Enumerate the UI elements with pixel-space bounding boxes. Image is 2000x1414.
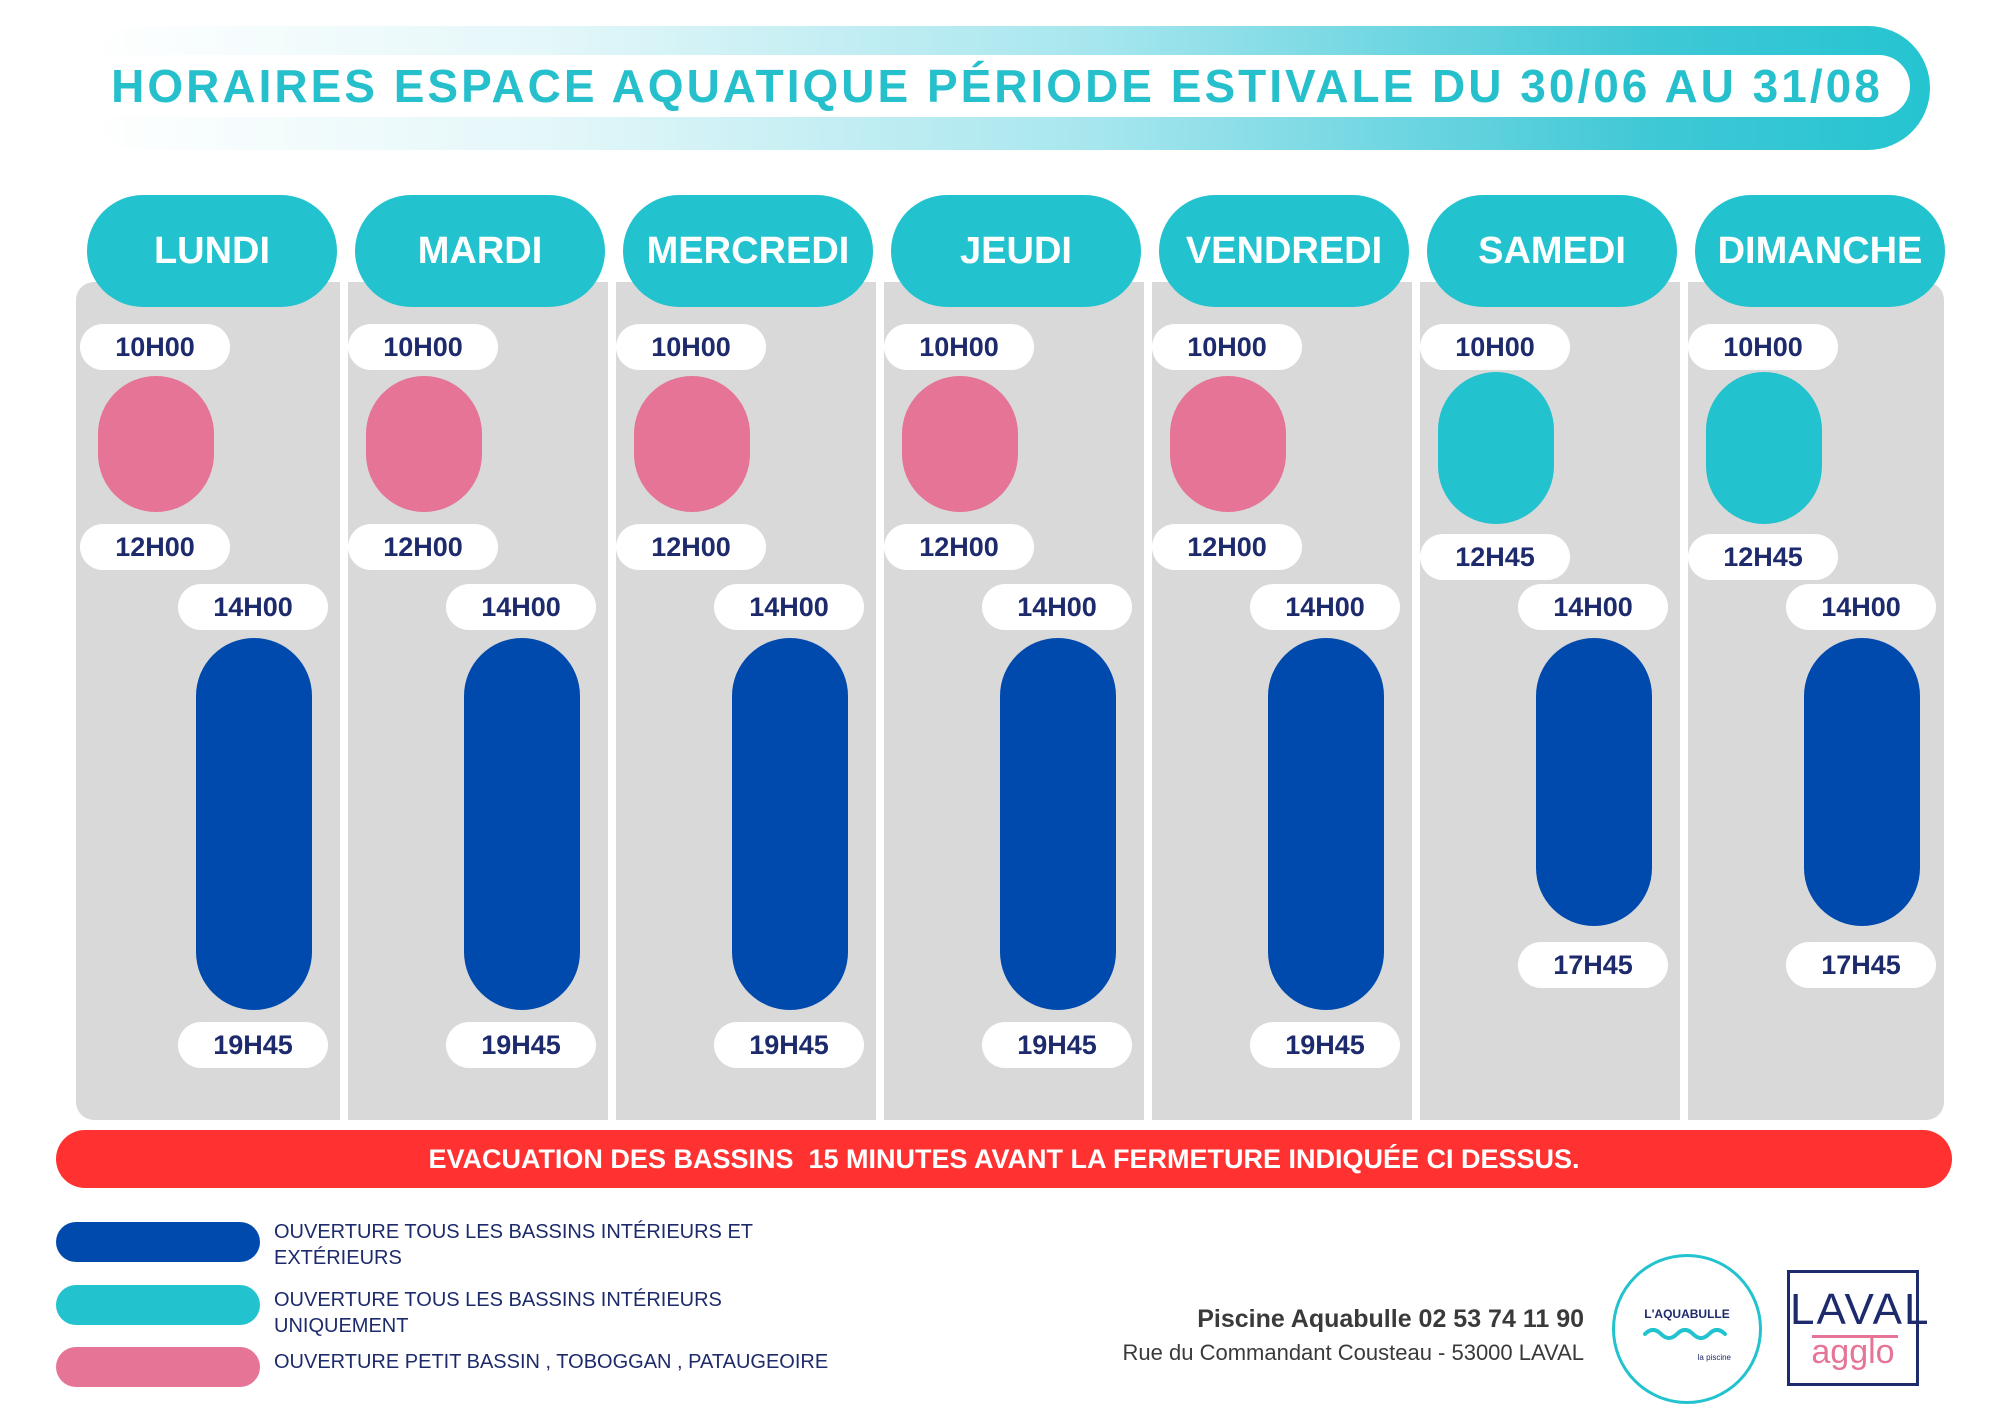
- morning-close-time: 12H00: [1152, 524, 1302, 570]
- afternoon-block: [196, 638, 312, 1010]
- column-divider: [1144, 282, 1152, 1120]
- legend-label-teal: OUVERTURE TOUS LES BASSINS INTÉRIEURS UN…: [274, 1289, 722, 1337]
- afternoon-block: [1536, 638, 1652, 926]
- day-header-samedi: SAMEDI: [1427, 195, 1677, 307]
- column-divider: [1412, 282, 1420, 1120]
- afternoon-open-time: 14H00: [178, 584, 328, 630]
- column-divider: [1680, 282, 1688, 1120]
- page-title: HORAIRES ESPACE AQUATIQUE PÉRIODE ESTIVA…: [111, 60, 1883, 112]
- aquabulle-brand: L'AQUABULLE: [1644, 1307, 1730, 1321]
- laval-logo-line1: LAVAL: [1790, 1285, 1931, 1334]
- afternoon-block: [464, 638, 580, 1010]
- aquabulle-logo: L'AQUABULLE la piscine: [1612, 1254, 1762, 1404]
- morning-close-time: 12H00: [80, 524, 230, 570]
- legend-label-navy: OUVERTURE TOUS LES BASSINS INTÉRIEURS ET…: [274, 1221, 753, 1269]
- day-header-dimanche: DIMANCHE: [1695, 195, 1945, 307]
- laval-agglo-logo: LAVAL agglo: [1787, 1270, 1931, 1386]
- laval-logo-rule: [1812, 1335, 1898, 1338]
- morning-close-time: 12H45: [1420, 534, 1570, 580]
- laval-logo-line2: agglo: [1811, 1333, 1895, 1371]
- afternoon-open-time: 14H00: [1786, 584, 1936, 630]
- contact-name: Piscine Aquabulle 02 53 74 11 90: [1197, 1305, 1584, 1333]
- afternoon-block: [1268, 638, 1384, 1010]
- afternoon-close-time: 19H45: [446, 1022, 596, 1068]
- column-divider: [876, 282, 884, 1120]
- morning-block: [902, 376, 1018, 512]
- afternoon-open-time: 14H00: [1250, 584, 1400, 630]
- afternoon-block: [1804, 638, 1920, 926]
- morning-block: [366, 376, 482, 512]
- morning-block: [98, 376, 214, 512]
- column-divider: [608, 282, 616, 1120]
- legend-swatch-navy: [56, 1222, 260, 1262]
- afternoon-open-time: 14H00: [714, 584, 864, 630]
- afternoon-close-time: 19H45: [1250, 1022, 1400, 1068]
- aquabulle-sub: la piscine: [1697, 1353, 1731, 1362]
- morning-open-time: 10H00: [1688, 324, 1838, 370]
- morning-close-time: 12H00: [348, 524, 498, 570]
- afternoon-close-time: 19H45: [714, 1022, 864, 1068]
- afternoon-open-time: 14H00: [446, 584, 596, 630]
- afternoon-open-time: 14H00: [1518, 584, 1668, 630]
- day-header-lundi: LUNDI: [87, 195, 337, 307]
- morning-open-time: 10H00: [348, 324, 498, 370]
- column-divider: [340, 282, 348, 1120]
- morning-open-time: 10H00: [1152, 324, 1302, 370]
- day-header-mercredi: MERCREDI: [623, 195, 873, 307]
- morning-open-time: 10H00: [884, 324, 1034, 370]
- morning-block: [1170, 376, 1286, 512]
- morning-close-time: 12H00: [884, 524, 1034, 570]
- legend-swatch-teal: [56, 1285, 260, 1325]
- afternoon-block: [732, 638, 848, 1010]
- morning-close-time: 12H45: [1688, 534, 1838, 580]
- afternoon-open-time: 14H00: [982, 584, 1132, 630]
- morning-block: [634, 376, 750, 512]
- afternoon-block: [1000, 638, 1116, 1010]
- afternoon-close-time: 19H45: [982, 1022, 1132, 1068]
- morning-open-time: 10H00: [1420, 324, 1570, 370]
- wave-icon: [1643, 1328, 1727, 1340]
- legend-label-pink: OUVERTURE PETIT BASSIN , TOBOGGAN , PATA…: [274, 1351, 829, 1373]
- morning-open-time: 10H00: [80, 324, 230, 370]
- morning-block: [1706, 372, 1822, 524]
- morning-block: [1438, 372, 1554, 524]
- day-header-jeudi: JEUDI: [891, 195, 1141, 307]
- title-inner: HORAIRES ESPACE AQUATIQUE PÉRIODE ESTIVA…: [84, 55, 1910, 117]
- morning-close-time: 12H00: [616, 524, 766, 570]
- evacuation-banner: EVACUATION DES BASSINS 15 MINUTES AVANT …: [56, 1130, 1952, 1188]
- afternoon-close-time: 17H45: [1518, 942, 1668, 988]
- day-header-mardi: MARDI: [355, 195, 605, 307]
- day-header-vendredi: VENDREDI: [1159, 195, 1409, 307]
- afternoon-close-time: 17H45: [1786, 942, 1936, 988]
- contact-address: Rue du Commandant Cousteau - 53000 LAVAL: [1122, 1340, 1584, 1365]
- afternoon-close-time: 19H45: [178, 1022, 328, 1068]
- morning-open-time: 10H00: [616, 324, 766, 370]
- legend-swatch-pink: [56, 1347, 260, 1387]
